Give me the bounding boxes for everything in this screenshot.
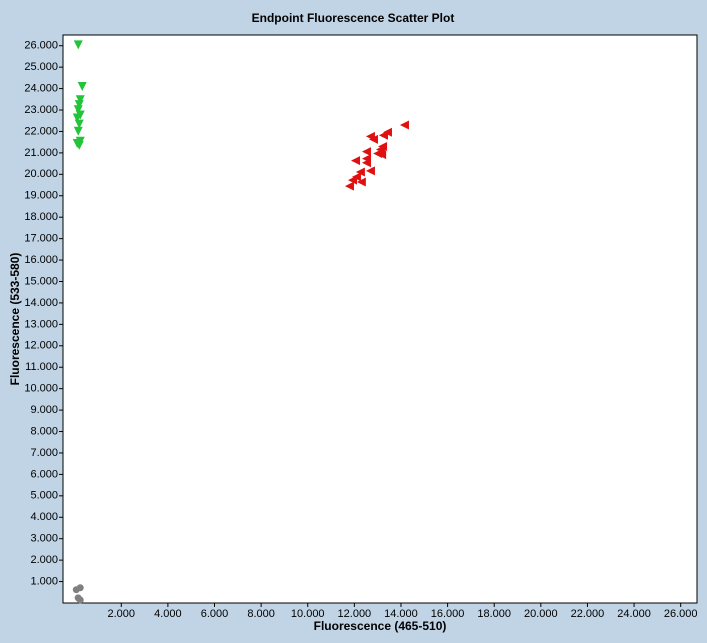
y-tick-label: 8.000 [30,425,58,437]
y-tick-label: 3.000 [30,533,58,545]
point [365,166,375,176]
point [399,120,409,130]
x-tick-label: 22.000 [571,608,605,620]
x-tick-label: 2.000 [108,608,136,620]
point [77,81,87,91]
y-tick-label: 26.000 [24,40,58,52]
point [73,105,83,115]
point [378,130,388,140]
point [76,596,84,604]
y-tick-label: 15.000 [24,275,58,287]
y-tick-label: 19.000 [24,190,58,202]
point [351,156,361,166]
point [72,586,80,594]
point [72,113,82,123]
y-tick-label: 16.000 [24,254,58,266]
y-tick-label: 9.000 [30,404,58,416]
point [344,181,354,191]
y-tick-label: 22.000 [24,125,58,137]
y-tick-label: 6.000 [30,468,58,480]
x-tick-label: 18.000 [477,608,511,620]
y-tick-label: 13.000 [24,318,58,330]
y-tick-label: 7.000 [30,447,58,459]
chart-title: Endpoint Fluorescence Scatter Plot [252,11,455,25]
point [368,134,378,144]
point [74,119,84,129]
x-tick-label: 8.000 [247,608,275,620]
point [356,177,366,187]
point [73,126,83,136]
y-axis-label: Fluorescence (533-580) [8,253,22,386]
x-tick-label: 20.000 [524,608,558,620]
y-tick-label: 1.000 [30,575,58,587]
plot-area [62,34,698,604]
y-tick-label: 24.000 [24,82,58,94]
y-tick-label: 23.000 [24,104,58,116]
x-tick-label: 4.000 [154,608,182,620]
point [361,147,371,157]
y-tick-label: 10.000 [24,383,58,395]
point [355,167,365,177]
y-tick-label: 20.000 [24,168,58,180]
x-tick-label: 12.000 [338,608,372,620]
point [347,175,357,185]
y-tick-label: 17.000 [24,233,58,245]
y-tick-label: 2.000 [30,554,58,566]
x-tick-label: 10.000 [291,608,325,620]
x-axis-label: Fluorescence (465-510) [314,619,447,633]
x-tick-label: 6.000 [201,608,229,620]
point [75,95,85,105]
y-tick-label: 14.000 [24,297,58,309]
point [74,140,84,150]
y-tick-label: 5.000 [30,490,58,502]
y-tick-label: 25.000 [24,61,58,73]
y-tick-label: 12.000 [24,340,58,352]
y-tick-label: 21.000 [24,147,58,159]
point [74,100,84,110]
x-tick-label: 24.000 [617,608,651,620]
point [377,150,387,160]
x-tick-label: 16.000 [431,608,465,620]
y-tick-label: 4.000 [30,511,58,523]
y-tick-label: 18.000 [24,211,58,223]
point [375,144,385,154]
x-tick-label: 14.000 [384,608,418,620]
point [361,158,371,168]
x-tick-label: 26.000 [664,608,698,620]
point [73,40,83,50]
y-tick-label: 11.000 [25,361,58,373]
